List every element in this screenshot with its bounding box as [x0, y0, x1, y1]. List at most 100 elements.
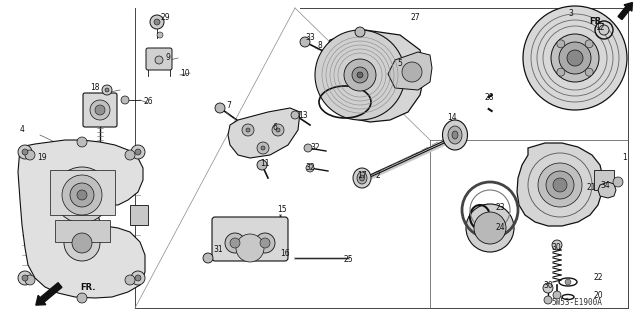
Text: 33: 33 [305, 34, 315, 43]
Circle shape [255, 233, 275, 253]
Text: 20: 20 [593, 291, 603, 300]
Polygon shape [388, 52, 432, 90]
Ellipse shape [448, 126, 462, 144]
Circle shape [291, 111, 299, 119]
Text: 30: 30 [543, 281, 553, 290]
Circle shape [90, 100, 110, 120]
Text: 10: 10 [180, 68, 190, 77]
Circle shape [242, 124, 254, 136]
Text: 32: 32 [310, 143, 320, 153]
Circle shape [22, 149, 28, 155]
Bar [130, 205, 148, 225]
Circle shape [70, 183, 94, 207]
Polygon shape [598, 182, 616, 198]
Circle shape [559, 42, 591, 74]
Circle shape [257, 142, 269, 154]
Text: 34: 34 [600, 180, 610, 189]
Text: 19: 19 [37, 154, 47, 163]
Text: 24: 24 [495, 223, 505, 233]
Circle shape [565, 279, 571, 285]
Circle shape [18, 271, 32, 285]
Circle shape [474, 212, 506, 244]
Circle shape [276, 128, 280, 132]
FancyBboxPatch shape [146, 48, 172, 70]
Text: 28: 28 [484, 93, 494, 102]
Text: 13: 13 [298, 110, 308, 119]
Text: 16: 16 [280, 249, 290, 258]
Polygon shape [18, 140, 145, 298]
FancyBboxPatch shape [212, 217, 288, 261]
Text: 14: 14 [447, 114, 457, 123]
Text: 17: 17 [357, 171, 367, 180]
Circle shape [54, 167, 110, 223]
Circle shape [257, 160, 267, 170]
Circle shape [230, 238, 240, 248]
Text: 32: 32 [305, 164, 315, 172]
Circle shape [260, 238, 270, 248]
Text: 11: 11 [261, 158, 269, 167]
FancyArrow shape [36, 283, 62, 305]
Circle shape [344, 59, 376, 91]
Circle shape [523, 6, 627, 110]
Circle shape [567, 50, 583, 66]
Circle shape [155, 56, 163, 64]
Text: 21: 21 [586, 183, 596, 193]
Circle shape [599, 25, 609, 35]
Circle shape [352, 67, 368, 83]
Circle shape [102, 85, 112, 95]
Circle shape [154, 19, 160, 25]
Text: 25: 25 [343, 255, 353, 265]
Bar [50, 170, 115, 215]
Text: 9: 9 [166, 53, 171, 62]
Circle shape [261, 146, 265, 150]
Circle shape [150, 15, 164, 29]
Circle shape [25, 275, 35, 285]
Circle shape [203, 253, 213, 263]
Circle shape [585, 68, 593, 76]
Circle shape [95, 105, 105, 115]
Circle shape [77, 137, 87, 147]
Circle shape [135, 275, 141, 281]
Circle shape [62, 175, 102, 215]
Text: 2: 2 [376, 171, 380, 180]
Circle shape [355, 27, 365, 37]
Circle shape [538, 163, 582, 207]
Text: 1: 1 [622, 154, 627, 163]
Ellipse shape [359, 175, 364, 181]
Text: 18: 18 [90, 84, 100, 92]
Polygon shape [322, 30, 425, 122]
Circle shape [557, 40, 565, 48]
Polygon shape [228, 108, 300, 158]
Circle shape [225, 233, 245, 253]
Bar [594, 170, 614, 190]
Circle shape [131, 271, 145, 285]
Ellipse shape [443, 120, 468, 150]
Circle shape [121, 96, 129, 104]
Circle shape [546, 171, 574, 199]
Circle shape [402, 62, 422, 82]
FancyBboxPatch shape [83, 93, 117, 127]
Text: 4: 4 [20, 125, 24, 134]
Text: 6: 6 [273, 124, 278, 132]
Circle shape [357, 72, 363, 78]
Text: 30: 30 [551, 244, 561, 252]
Circle shape [272, 124, 284, 136]
Ellipse shape [357, 172, 367, 184]
Circle shape [300, 37, 310, 47]
Bar [55, 220, 110, 242]
Circle shape [552, 240, 562, 250]
Circle shape [18, 145, 32, 159]
Ellipse shape [353, 168, 371, 188]
Ellipse shape [452, 131, 458, 139]
FancyArrow shape [618, 3, 633, 20]
Text: 26: 26 [143, 98, 153, 107]
Circle shape [22, 275, 28, 281]
Circle shape [553, 291, 561, 299]
Circle shape [125, 150, 135, 160]
Circle shape [551, 34, 599, 82]
Circle shape [125, 275, 135, 285]
Circle shape [246, 128, 250, 132]
Circle shape [306, 164, 314, 172]
Circle shape [557, 68, 565, 76]
Circle shape [544, 296, 552, 304]
